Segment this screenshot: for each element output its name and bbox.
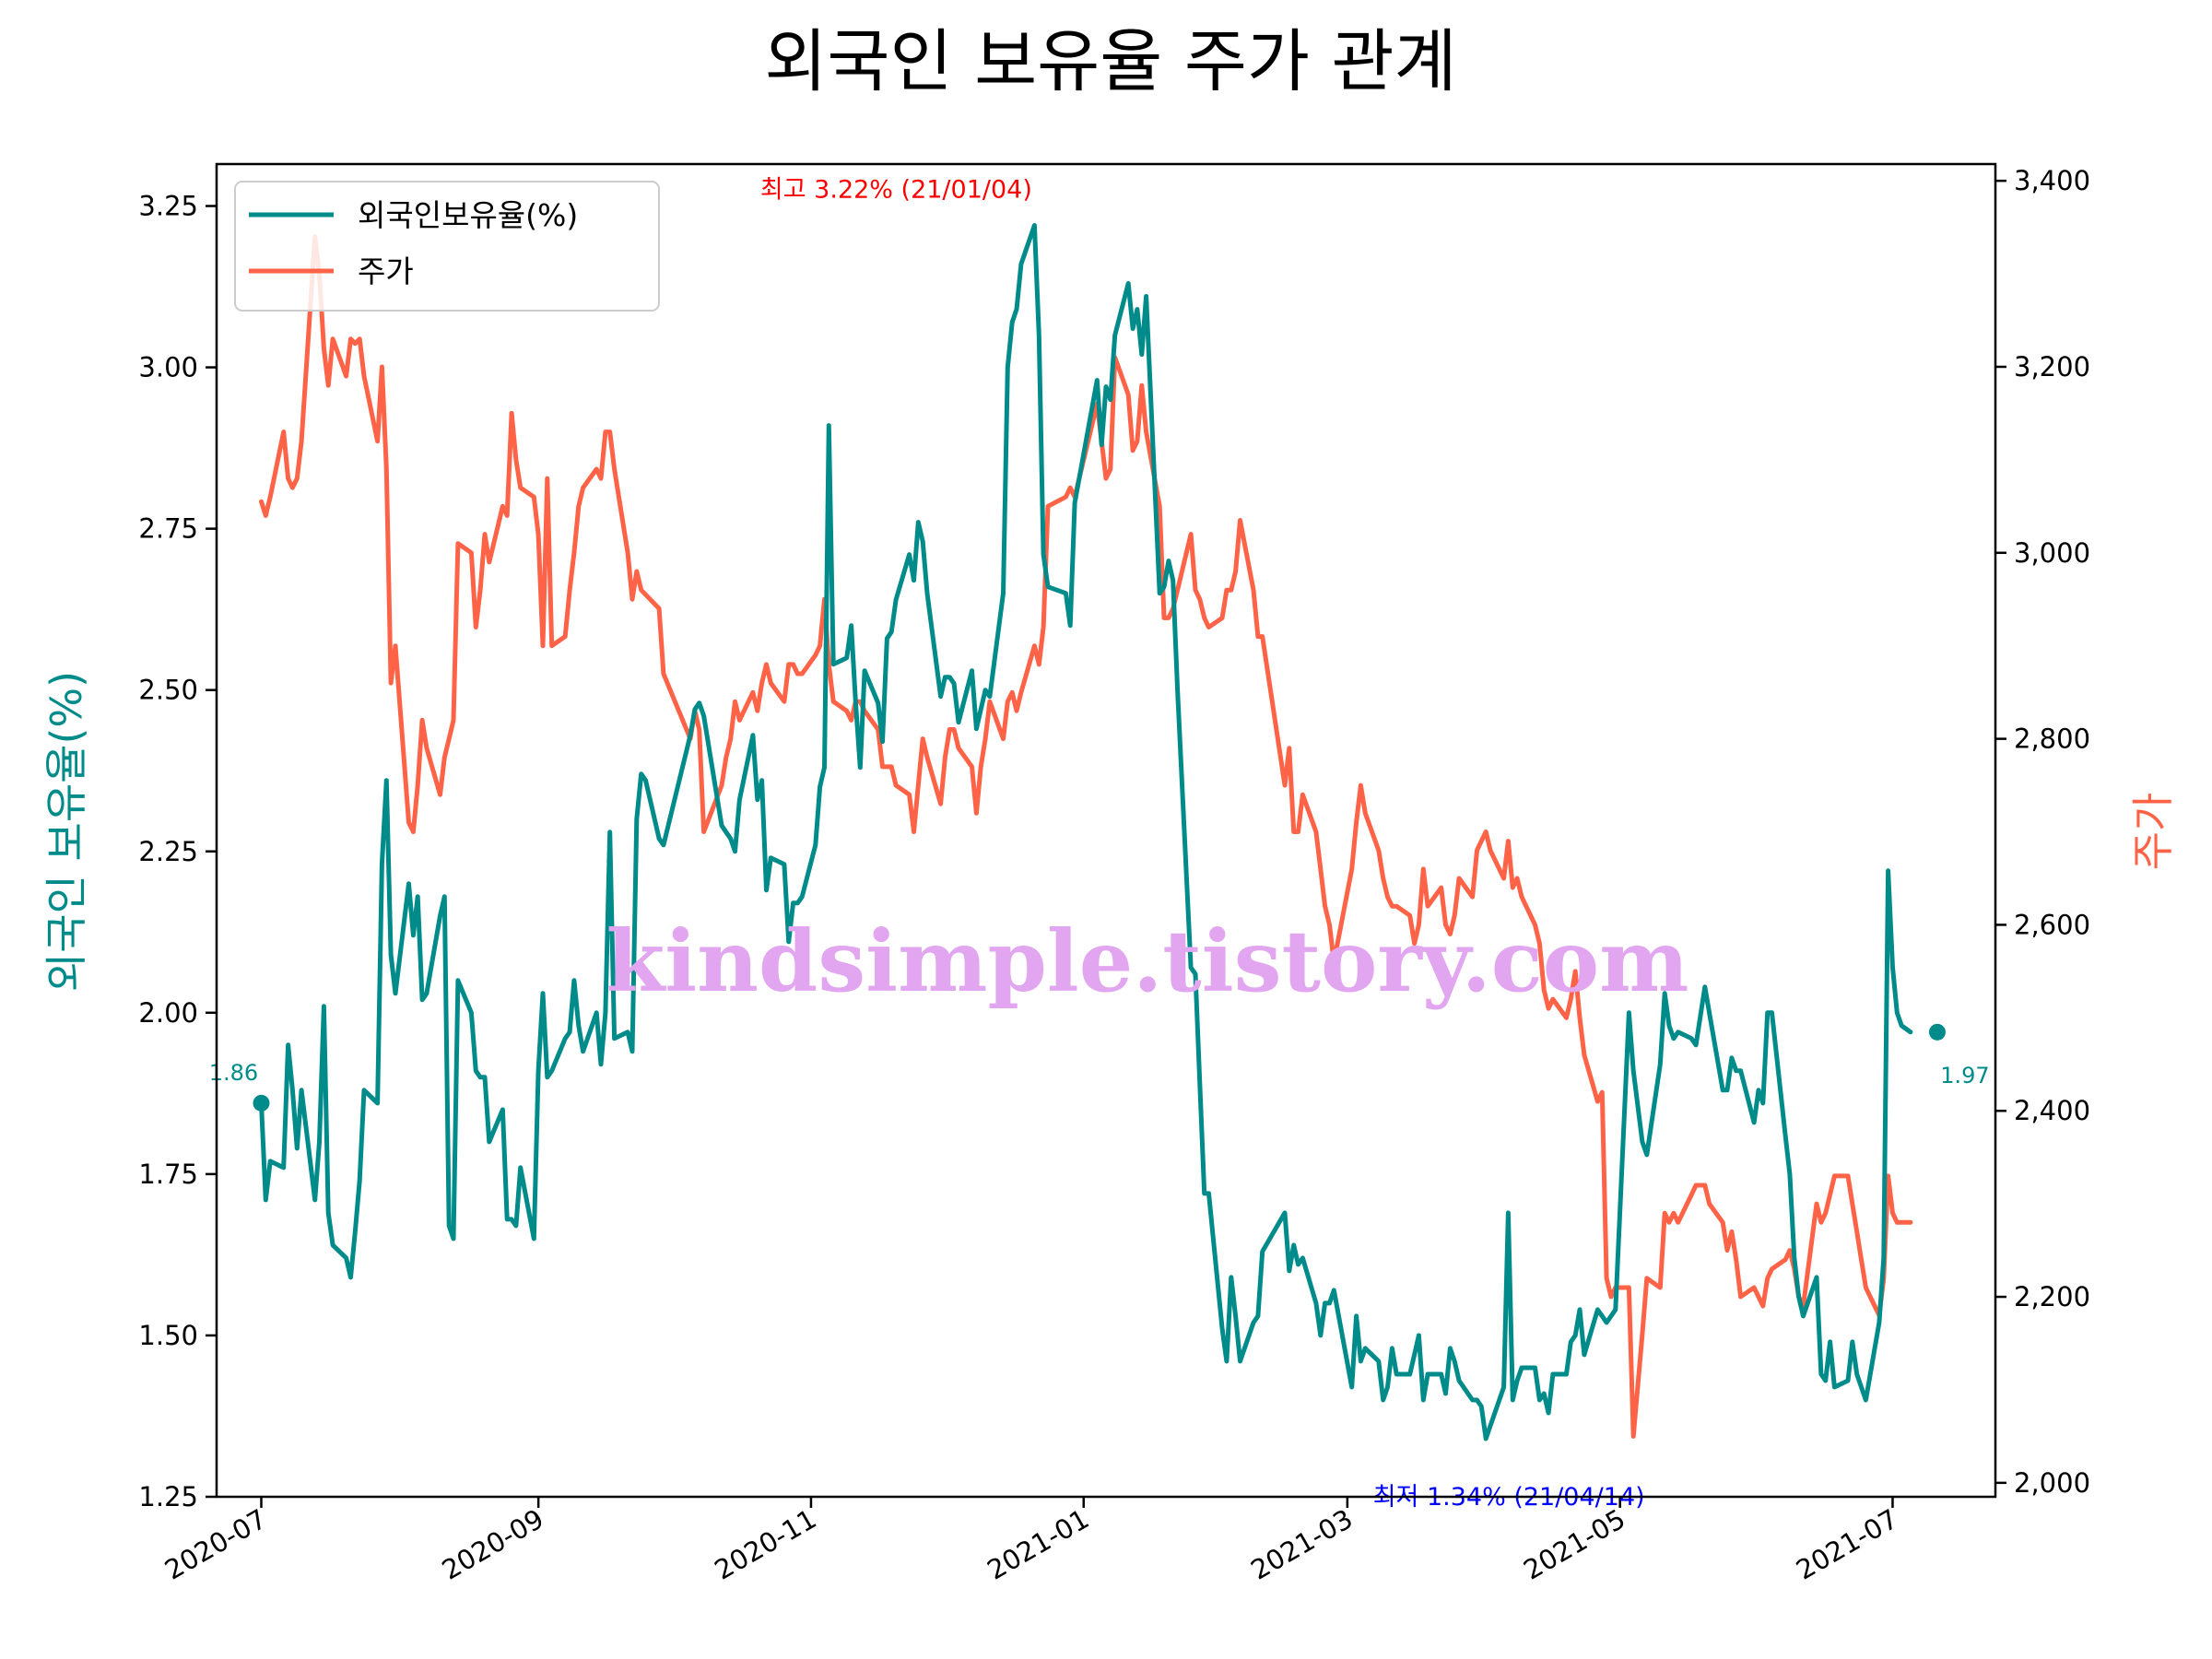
chart-title: 외국인 보유율 주가 관계 — [764, 22, 1456, 101]
right-axis: 2,000 2,200 2,400 2,600 2,800 3,000 3,200 3,400 — [1995, 165, 2090, 1499]
left-tick-label: 1.75 — [138, 1159, 198, 1190]
x-tick-label: 2021-03 — [1245, 1503, 1358, 1586]
right-tick-label: 2,400 — [2014, 1095, 2090, 1126]
start-point-marker — [253, 1094, 270, 1112]
left-tick-label: 2.50 — [138, 675, 198, 706]
left-axis: 1.25 1.50 1.75 2.00 2.25 2.50 2.75 3.00 3.25 — [138, 191, 217, 1512]
right-axis-title: 주가 — [2128, 793, 2178, 871]
left-tick-label: 1.25 — [138, 1481, 198, 1512]
right-tick-label: 2,200 — [2014, 1281, 2090, 1312]
right-tick-label: 3,400 — [2014, 165, 2090, 196]
left-tick-label: 2.25 — [138, 836, 198, 867]
x-tick-label: 2020-07 — [159, 1503, 272, 1586]
plot-frame — [215, 162, 1997, 1499]
right-tick-label: 2,000 — [2014, 1467, 2090, 1499]
right-tick-label: 2,800 — [2014, 724, 2090, 755]
end-value-label: 1.97 — [1940, 1063, 1989, 1088]
legend-label-price: 주가 — [358, 253, 414, 289]
series-layer — [259, 223, 1913, 1441]
max-annotation: 최고 3.22% (21/01/04) — [760, 176, 1032, 205]
legend-box — [234, 181, 660, 312]
legend[interactable]: 외국인보유율(%) 주가 — [234, 181, 660, 312]
price-line — [259, 234, 1913, 1439]
right-tick-label: 3,000 — [2014, 537, 2090, 569]
legend-label-foreign-ratio: 외국인보유율(%) — [358, 197, 578, 233]
right-tick-label: 2,600 — [2014, 909, 2090, 940]
left-tick-label: 1.50 — [138, 1320, 198, 1351]
right-tick-label: 3,200 — [2014, 351, 2090, 382]
annotations: 최고 3.22% (21/01/04) 최저 1.34% (21/04/14) … — [209, 176, 1990, 1512]
left-tick-label: 3.00 — [138, 352, 198, 383]
left-axis-title: 외국인 보유율(%) — [41, 671, 91, 992]
watermark-text: kindsimple.tistory.com — [606, 912, 1688, 1011]
foreign-ratio-line — [259, 223, 1913, 1441]
x-tick-label: 2020-09 — [437, 1503, 549, 1586]
x-tick-label: 2021-05 — [1518, 1503, 1630, 1586]
x-tick-label: 2020-11 — [710, 1503, 822, 1586]
left-tick-label: 2.75 — [138, 513, 198, 545]
left-tick-label: 2.00 — [138, 997, 198, 1029]
x-tick-label: 2021-01 — [982, 1503, 1094, 1586]
x-tick-label: 2021-07 — [1791, 1503, 1903, 1586]
left-tick-label: 3.25 — [138, 191, 198, 222]
end-point-marker — [1928, 1023, 1946, 1041]
